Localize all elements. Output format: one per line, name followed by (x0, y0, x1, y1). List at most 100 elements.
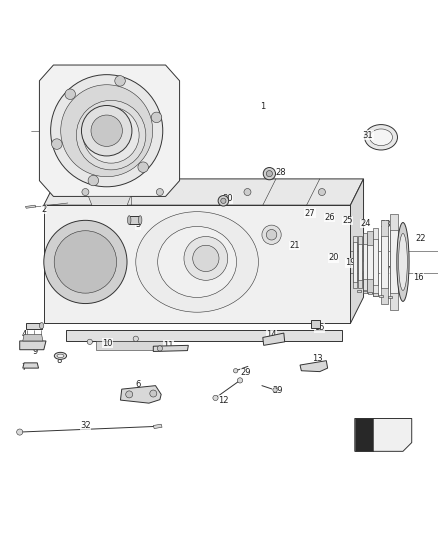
Polygon shape (350, 179, 364, 324)
Circle shape (184, 237, 228, 280)
Polygon shape (390, 230, 398, 294)
Polygon shape (381, 220, 388, 304)
Ellipse shape (397, 222, 409, 301)
Circle shape (237, 378, 243, 383)
Polygon shape (357, 289, 361, 292)
Circle shape (65, 89, 75, 100)
Text: 16: 16 (413, 273, 424, 282)
Text: 13: 13 (312, 354, 323, 363)
Text: 21: 21 (289, 241, 300, 250)
Text: 11: 11 (163, 341, 174, 350)
Ellipse shape (54, 352, 67, 359)
Circle shape (150, 390, 157, 397)
Text: 14: 14 (266, 330, 277, 339)
Circle shape (115, 76, 125, 86)
Circle shape (87, 339, 92, 344)
Text: 7: 7 (21, 363, 27, 372)
Polygon shape (367, 245, 373, 279)
Polygon shape (358, 244, 362, 280)
Text: 24: 24 (360, 219, 371, 228)
Ellipse shape (57, 354, 64, 358)
Circle shape (61, 85, 153, 177)
Circle shape (318, 189, 325, 196)
Text: 6: 6 (135, 380, 141, 389)
Polygon shape (153, 424, 162, 429)
Text: 18: 18 (363, 262, 373, 271)
Circle shape (52, 139, 62, 149)
Polygon shape (25, 205, 36, 208)
Polygon shape (363, 233, 367, 290)
Polygon shape (153, 345, 188, 351)
Polygon shape (390, 214, 398, 310)
Text: 4: 4 (21, 330, 27, 339)
Polygon shape (26, 322, 42, 329)
Circle shape (76, 100, 146, 170)
Circle shape (273, 388, 277, 392)
Circle shape (81, 106, 132, 156)
Text: 27: 27 (305, 208, 315, 217)
Polygon shape (381, 236, 388, 288)
Circle shape (51, 75, 163, 187)
Polygon shape (388, 296, 392, 298)
Text: 22: 22 (415, 233, 426, 243)
Polygon shape (373, 228, 378, 296)
Polygon shape (66, 330, 342, 341)
Circle shape (244, 189, 251, 196)
Circle shape (82, 189, 89, 196)
Polygon shape (358, 236, 362, 288)
Text: 23: 23 (380, 220, 391, 229)
Polygon shape (367, 231, 373, 293)
Circle shape (126, 391, 133, 398)
Polygon shape (44, 205, 350, 324)
Circle shape (17, 429, 23, 435)
Text: 15: 15 (314, 324, 325, 332)
Text: 30: 30 (223, 194, 233, 203)
Text: 20: 20 (328, 253, 339, 262)
Circle shape (266, 171, 272, 177)
Polygon shape (129, 216, 140, 224)
Text: 5: 5 (135, 220, 141, 229)
Ellipse shape (39, 322, 44, 329)
Circle shape (156, 189, 163, 196)
Polygon shape (353, 236, 357, 288)
Text: 2: 2 (41, 205, 46, 214)
Polygon shape (263, 333, 285, 345)
Ellipse shape (127, 216, 131, 224)
Text: 19: 19 (345, 259, 356, 268)
Polygon shape (23, 363, 39, 368)
Polygon shape (20, 341, 46, 350)
Circle shape (91, 115, 122, 147)
Polygon shape (311, 320, 320, 328)
Circle shape (266, 230, 277, 240)
Text: 3: 3 (72, 253, 77, 262)
Circle shape (213, 395, 218, 400)
Polygon shape (120, 386, 161, 403)
Polygon shape (373, 294, 378, 296)
Text: 1: 1 (260, 102, 265, 111)
Polygon shape (379, 295, 383, 297)
Text: 32: 32 (80, 421, 91, 430)
Ellipse shape (399, 233, 407, 290)
Circle shape (221, 198, 226, 204)
Text: 26: 26 (324, 213, 335, 222)
Polygon shape (44, 179, 364, 205)
Polygon shape (353, 242, 357, 281)
Text: 12: 12 (218, 395, 229, 405)
Ellipse shape (158, 227, 237, 297)
Circle shape (157, 346, 162, 351)
Circle shape (54, 231, 117, 293)
Ellipse shape (364, 125, 398, 150)
Polygon shape (363, 291, 367, 293)
Polygon shape (355, 418, 373, 451)
Circle shape (44, 220, 127, 304)
Circle shape (83, 107, 139, 163)
Text: 8: 8 (57, 356, 62, 365)
Ellipse shape (138, 216, 142, 224)
Polygon shape (363, 245, 367, 279)
Text: 17: 17 (380, 266, 391, 276)
Polygon shape (39, 65, 180, 197)
Circle shape (262, 225, 281, 245)
Text: 29: 29 (273, 385, 283, 394)
Polygon shape (368, 292, 372, 294)
Text: 9: 9 (32, 348, 38, 357)
